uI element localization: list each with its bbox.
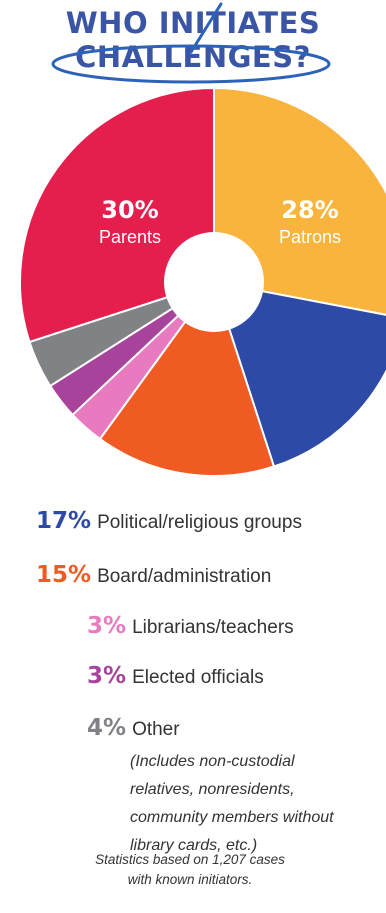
chart-title: WHO INITIATES CHALLENGES?	[0, 0, 386, 82]
slice-pct-label: 28%	[281, 196, 338, 224]
other-note-line: relatives, nonresidents,	[130, 781, 295, 798]
legend-pct: 3%	[87, 613, 127, 639]
legend-item-board: 15% Board/administration	[36, 562, 271, 588]
slice-name-label: Patrons	[279, 227, 341, 247]
slice-name-label: Parents	[99, 227, 161, 247]
legend-label: Political/religious groups	[97, 512, 302, 533]
legend-item-librarians: 3% Librarians/teachers	[87, 613, 294, 639]
legend-item-elected: 3% Elected officials	[87, 663, 264, 689]
footnote: Statistics based on 1,207 cases with kno…	[60, 850, 320, 890]
slice-pct-label: 30%	[101, 196, 158, 224]
title-line-2: CHALLENGES?	[75, 40, 311, 74]
pie-slice-political-religious-groups	[212, 280, 386, 468]
other-note-line: community members without	[130, 809, 334, 826]
pie-slice-board-administration	[98, 279, 276, 477]
other-note-line: (Includes non-custodial	[130, 753, 295, 770]
donut-hole	[164, 232, 264, 332]
legend-label: Librarians/teachers	[132, 617, 294, 638]
footnote-line: with known initiators.	[127, 872, 253, 887]
legend-pct: 3%	[87, 663, 127, 689]
other-note: (Includes non-custodial relatives, nonre…	[130, 748, 386, 860]
pie-chart: 28% Patrons 30% Parents	[19, 86, 386, 477]
legend-item-political: 17% Political/religious groups	[36, 508, 302, 534]
legend-pct: 4%	[87, 715, 127, 741]
legend-item-other: 4% Other	[87, 715, 180, 741]
footnote-line: Statistics based on 1,207 cases	[95, 852, 285, 867]
other-note-line: library cards, etc.)	[130, 837, 258, 854]
legend-label: Elected officials	[132, 667, 264, 688]
legend: 17% Political/religious groups 15% Board/a…	[0, 500, 386, 854]
legend-pct: 17%	[36, 508, 92, 534]
title-line-1: WHO INITIATES	[65, 6, 321, 40]
legend-pct: 15%	[36, 562, 92, 588]
legend-label: Other	[132, 719, 180, 740]
legend-label: Board/administration	[97, 566, 272, 587]
